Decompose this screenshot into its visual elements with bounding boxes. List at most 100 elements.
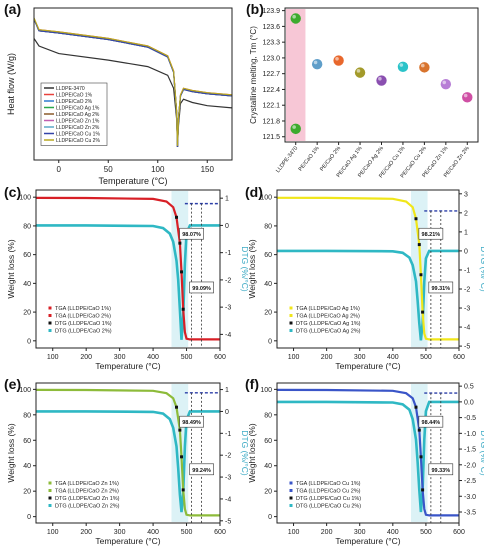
- y-tick-label: 100: [19, 387, 31, 394]
- y2-tick-label: 1: [225, 196, 229, 203]
- y-axis-title: Weight loss (%): [247, 239, 257, 299]
- y-tick-label: 60: [264, 252, 272, 259]
- y2-tick-label: -3.5: [464, 509, 476, 516]
- legend-marker: [289, 496, 293, 500]
- y-axis-title: Weight loss (%): [6, 423, 16, 483]
- legend-label: TGA (LLDPE/CaO Zn 1%): [55, 481, 119, 487]
- data-point: [462, 92, 473, 103]
- y-axis-title: Crystalline melting, Tm (°C): [249, 26, 258, 124]
- legend-label: TGA (LLDPE/CaO Ag 1%): [296, 306, 360, 312]
- x-tick-label: 150: [201, 165, 215, 174]
- y-tick-label: 100: [19, 195, 31, 202]
- y-axis-title: Weight loss (%): [247, 423, 257, 483]
- panel-label: (b): [246, 1, 264, 17]
- data-point: [290, 13, 301, 24]
- y2-tick-label: 1: [225, 387, 229, 394]
- y-tick-label: 60: [23, 252, 31, 259]
- tga-marker: [421, 310, 425, 314]
- y2-axis-title: DTG (%/°C): [240, 430, 250, 476]
- legend-label: LLDPE/CaO Ag 1%: [56, 106, 100, 112]
- tga-marker: [180, 455, 184, 459]
- y2-tick-label: -2.0: [464, 462, 476, 469]
- annotation-box: [418, 415, 444, 428]
- x-tick-label: 300: [354, 354, 366, 361]
- y-tick-label: 100: [260, 387, 272, 394]
- legend-label: TGA (LLDPE/CaO Ag 2%): [296, 314, 360, 320]
- y-tick-label: 40: [264, 463, 272, 470]
- legend-marker: [48, 489, 52, 492]
- y-tick-label: 20: [23, 489, 31, 496]
- legend-label: DTG (LLDPE/CaO 1%): [55, 321, 112, 327]
- data-point-highlight: [292, 14, 296, 19]
- annotation-label: 98.49%: [182, 420, 201, 426]
- y2-tick-label: -3: [464, 306, 470, 313]
- data-point: [333, 55, 344, 66]
- y2-tick-label: -4: [225, 496, 231, 503]
- legend-label: LLDPE/CaO Ag 2%: [56, 112, 100, 118]
- y-axis-title: Heat flow (W/g): [6, 53, 16, 115]
- x-tick-label: 200: [321, 354, 333, 361]
- legend-label: LLDPE-3470: [56, 86, 85, 92]
- legend-marker: [289, 321, 293, 325]
- legend-label: TGA (LLDPE/CaO Cu 1%): [296, 481, 361, 487]
- tga-marker: [421, 488, 425, 492]
- legend-label: DTG (LLDPE/CaO Cu 2%): [296, 504, 361, 510]
- y2-axis-title: DTG (%/°C): [240, 246, 250, 292]
- y2-tick-label: -1.0: [464, 431, 476, 438]
- y-tick-label: 20: [23, 310, 31, 317]
- y2-tick-label: 2: [464, 210, 468, 217]
- plot-frame-(e): [35, 382, 221, 524]
- data-point: [290, 123, 301, 135]
- data-point-highlight: [442, 80, 447, 85]
- legend-marker: [48, 504, 52, 507]
- x-tick-label: 400: [387, 354, 399, 361]
- tga-marker: [181, 307, 185, 311]
- x-tick-label: 300: [114, 529, 126, 536]
- tga-marker: [417, 243, 421, 247]
- legend-label: DTG (LLDPE/CaO 2%): [55, 329, 112, 335]
- legend-label: LLDPE/CaO Cu 2%: [56, 138, 100, 144]
- annotation-box: [189, 281, 214, 294]
- annotation-box: [428, 281, 454, 294]
- legend-label: LLDPE/CaO Zn 2%: [56, 125, 100, 131]
- y2-tick-label: -1.5: [464, 447, 476, 454]
- annotation-label: 99.31%: [431, 286, 450, 292]
- dtg-curve: [36, 224, 220, 340]
- y2-tick-label: 3: [464, 191, 468, 198]
- annotation-box: [189, 463, 214, 476]
- data-point: [311, 59, 323, 70]
- panel-label: (e): [4, 376, 21, 392]
- data-point: [397, 61, 409, 73]
- dtg-curve: [36, 410, 220, 513]
- y2-tick-label: -2: [225, 277, 231, 284]
- plot-frame-(d): [276, 189, 460, 349]
- data-point-highlight: [356, 69, 361, 73]
- x-tick-label: 600: [453, 529, 465, 536]
- data-point: [376, 75, 387, 86]
- legend-label: TGA (LLDPE/CaO 2%): [55, 314, 111, 320]
- y2-tick-label: -3: [225, 305, 231, 312]
- legend-marker: [48, 306, 52, 310]
- x-tick-label: 400: [147, 529, 159, 536]
- series-line-8: [33, 17, 233, 146]
- x-tick-label: 600: [453, 354, 465, 361]
- y-tick-label: 122.7: [262, 71, 280, 78]
- y-tick-label: 60: [264, 438, 272, 445]
- x-tick-label: 600: [214, 354, 226, 361]
- y2-tick-label: 0: [225, 409, 229, 416]
- x-axis-title: Temperature (°C): [335, 536, 400, 546]
- y-tick-label: 0: [27, 338, 31, 345]
- x-tick-label: 500: [420, 354, 432, 361]
- panel-label: (f): [245, 376, 259, 392]
- data-point-highlight: [335, 56, 339, 61]
- y-tick-label: 0: [268, 338, 272, 345]
- x-tick-label: 0: [57, 165, 62, 174]
- x-tick-label: 300: [114, 354, 126, 361]
- legend-marker: [289, 481, 293, 485]
- tga-marker: [417, 428, 421, 432]
- legend-marker: [48, 321, 52, 325]
- y2-tick-label: -5: [225, 518, 231, 525]
- tga-marker: [175, 405, 179, 409]
- plot-frame-a: [33, 7, 233, 161]
